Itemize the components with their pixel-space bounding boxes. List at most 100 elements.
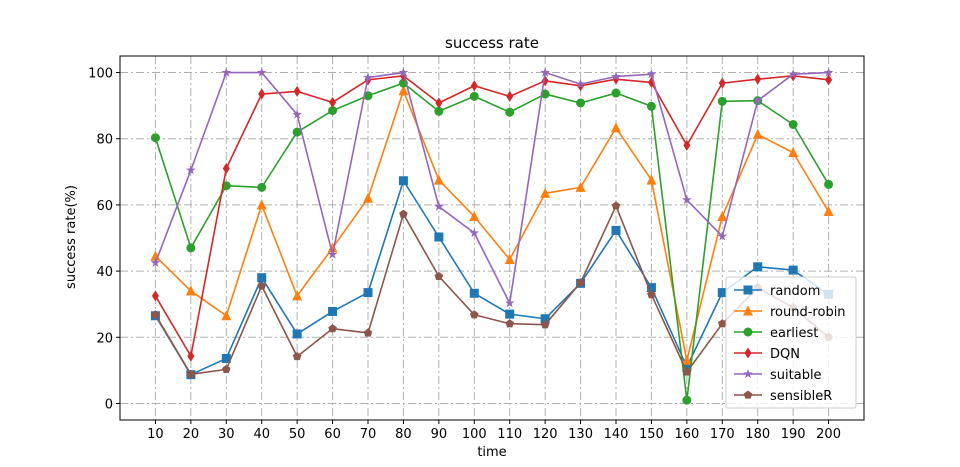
data-point-earliest [505,107,515,117]
legend-marker-suitable [743,369,753,379]
data-point-round-robin [469,210,480,221]
data-point-random [540,314,550,324]
x-tick-label: 140 [604,427,629,442]
data-point-DQN [329,96,337,108]
data-point-suitable [221,67,232,77]
data-point-earliest [292,127,302,137]
data-point-round-robin [788,147,799,158]
data-point-sensibleR [328,324,337,333]
data-point-sensibleR [470,310,479,319]
data-point-round-robin [398,85,409,96]
data-point-sensibleR [399,209,408,218]
x-tick-label: 160 [674,427,699,442]
data-point-random [611,225,621,235]
series-suitable [150,67,834,308]
y-tick-label: 100 [88,67,113,82]
series-DQN [151,70,833,362]
x-axis: 10 20 30 40 50 60 70 80 90 100 110 120 130 140 150 160 1… [147,420,841,442]
data-point-random [505,309,515,319]
series-line-DQN [154,75,829,357]
data-point-round-robin [363,192,373,203]
data-point-DQN [718,77,726,89]
data-point-suitable [575,79,586,89]
data-point-round-robin [575,181,586,192]
data-point-random [328,306,338,316]
data-point-DQN [825,74,833,86]
data-point-round-robin [433,174,444,185]
data-point-round-robin [717,210,728,221]
legend-label-DQN: DQN [770,347,800,362]
x-tick-label: 70 [360,427,377,442]
data-point-DQN [470,80,478,92]
series-line-earliest [154,82,830,401]
data-point-earliest [328,106,338,116]
data-point-DQN [754,73,762,85]
legend-marker-random [743,285,753,295]
series-random [150,176,834,380]
data-point-suitable [823,67,834,77]
data-point-random [257,273,267,283]
data-point-earliest [576,98,586,108]
series-round-robin [150,85,834,365]
data-point-suitable [717,231,728,241]
data-point-round-robin [681,354,692,365]
data-point-sensibleR [576,278,585,287]
legend-marker-sensibleR [743,390,753,399]
legend-label-sensibleR: sensibleR [770,389,832,404]
data-point-random [646,283,656,293]
data-point-earliest [150,133,160,143]
data-point-earliest [257,182,267,192]
data-point-DQN [435,97,443,109]
plot-frame [119,55,865,421]
data-point-suitable [256,67,267,77]
x-tick-label: 120 [533,427,558,442]
x-tick-label: 190 [781,427,806,442]
data-point-suitable [434,201,444,211]
legend-marker-DQN [744,347,752,359]
data-point-round-robin [256,199,267,210]
data-point-earliest [682,395,692,405]
data-point-earliest [363,91,373,101]
x-tick-label: 80 [395,427,412,442]
data-point-sensibleR [434,271,444,281]
data-point-earliest [717,96,727,106]
data-point-random [753,262,763,272]
grid [120,56,864,420]
y-tick-label: 80 [96,133,113,148]
x-axis-label: time [477,445,506,460]
legend-marker-earliest [743,327,753,337]
data-point-suitable [186,165,196,175]
y-tick-label: 40 [96,265,113,280]
data-point-sensibleR [718,319,727,328]
data-point-suitable [611,71,621,81]
data-point-suitable [540,67,550,77]
data-point-suitable [646,69,657,79]
legend-box [725,276,857,409]
legend-label-suitable: suitable [770,368,822,383]
y-tick-label: 20 [96,331,113,346]
data-point-sensibleR [222,364,231,374]
data-point-round-robin [823,206,834,217]
series-line-round-robin [154,89,830,362]
x-tick-label: 60 [324,427,341,442]
x-tick-label: 90 [431,427,448,442]
data-point-sensibleR [186,369,196,378]
data-point-sensibleR [257,281,266,290]
series-line-sensibleR [154,205,830,376]
x-tick-label: 10 [147,427,164,442]
data-point-earliest [469,91,479,101]
x-tick-label: 50 [289,427,306,442]
data-point-round-robin [611,122,621,133]
y-axis: 0 20 40 60 80 100 [88,67,120,412]
data-point-suitable [469,228,480,238]
x-tick-label: 20 [183,427,200,442]
data-point-DQN [151,290,159,302]
data-point-round-robin [646,174,657,185]
x-tick-label: 130 [568,427,593,442]
data-point-sensibleR [151,310,160,319]
x-tick-label: 100 [462,427,487,442]
x-tick-label: 180 [745,427,770,442]
data-point-suitable [363,72,373,82]
data-point-random [292,329,302,339]
